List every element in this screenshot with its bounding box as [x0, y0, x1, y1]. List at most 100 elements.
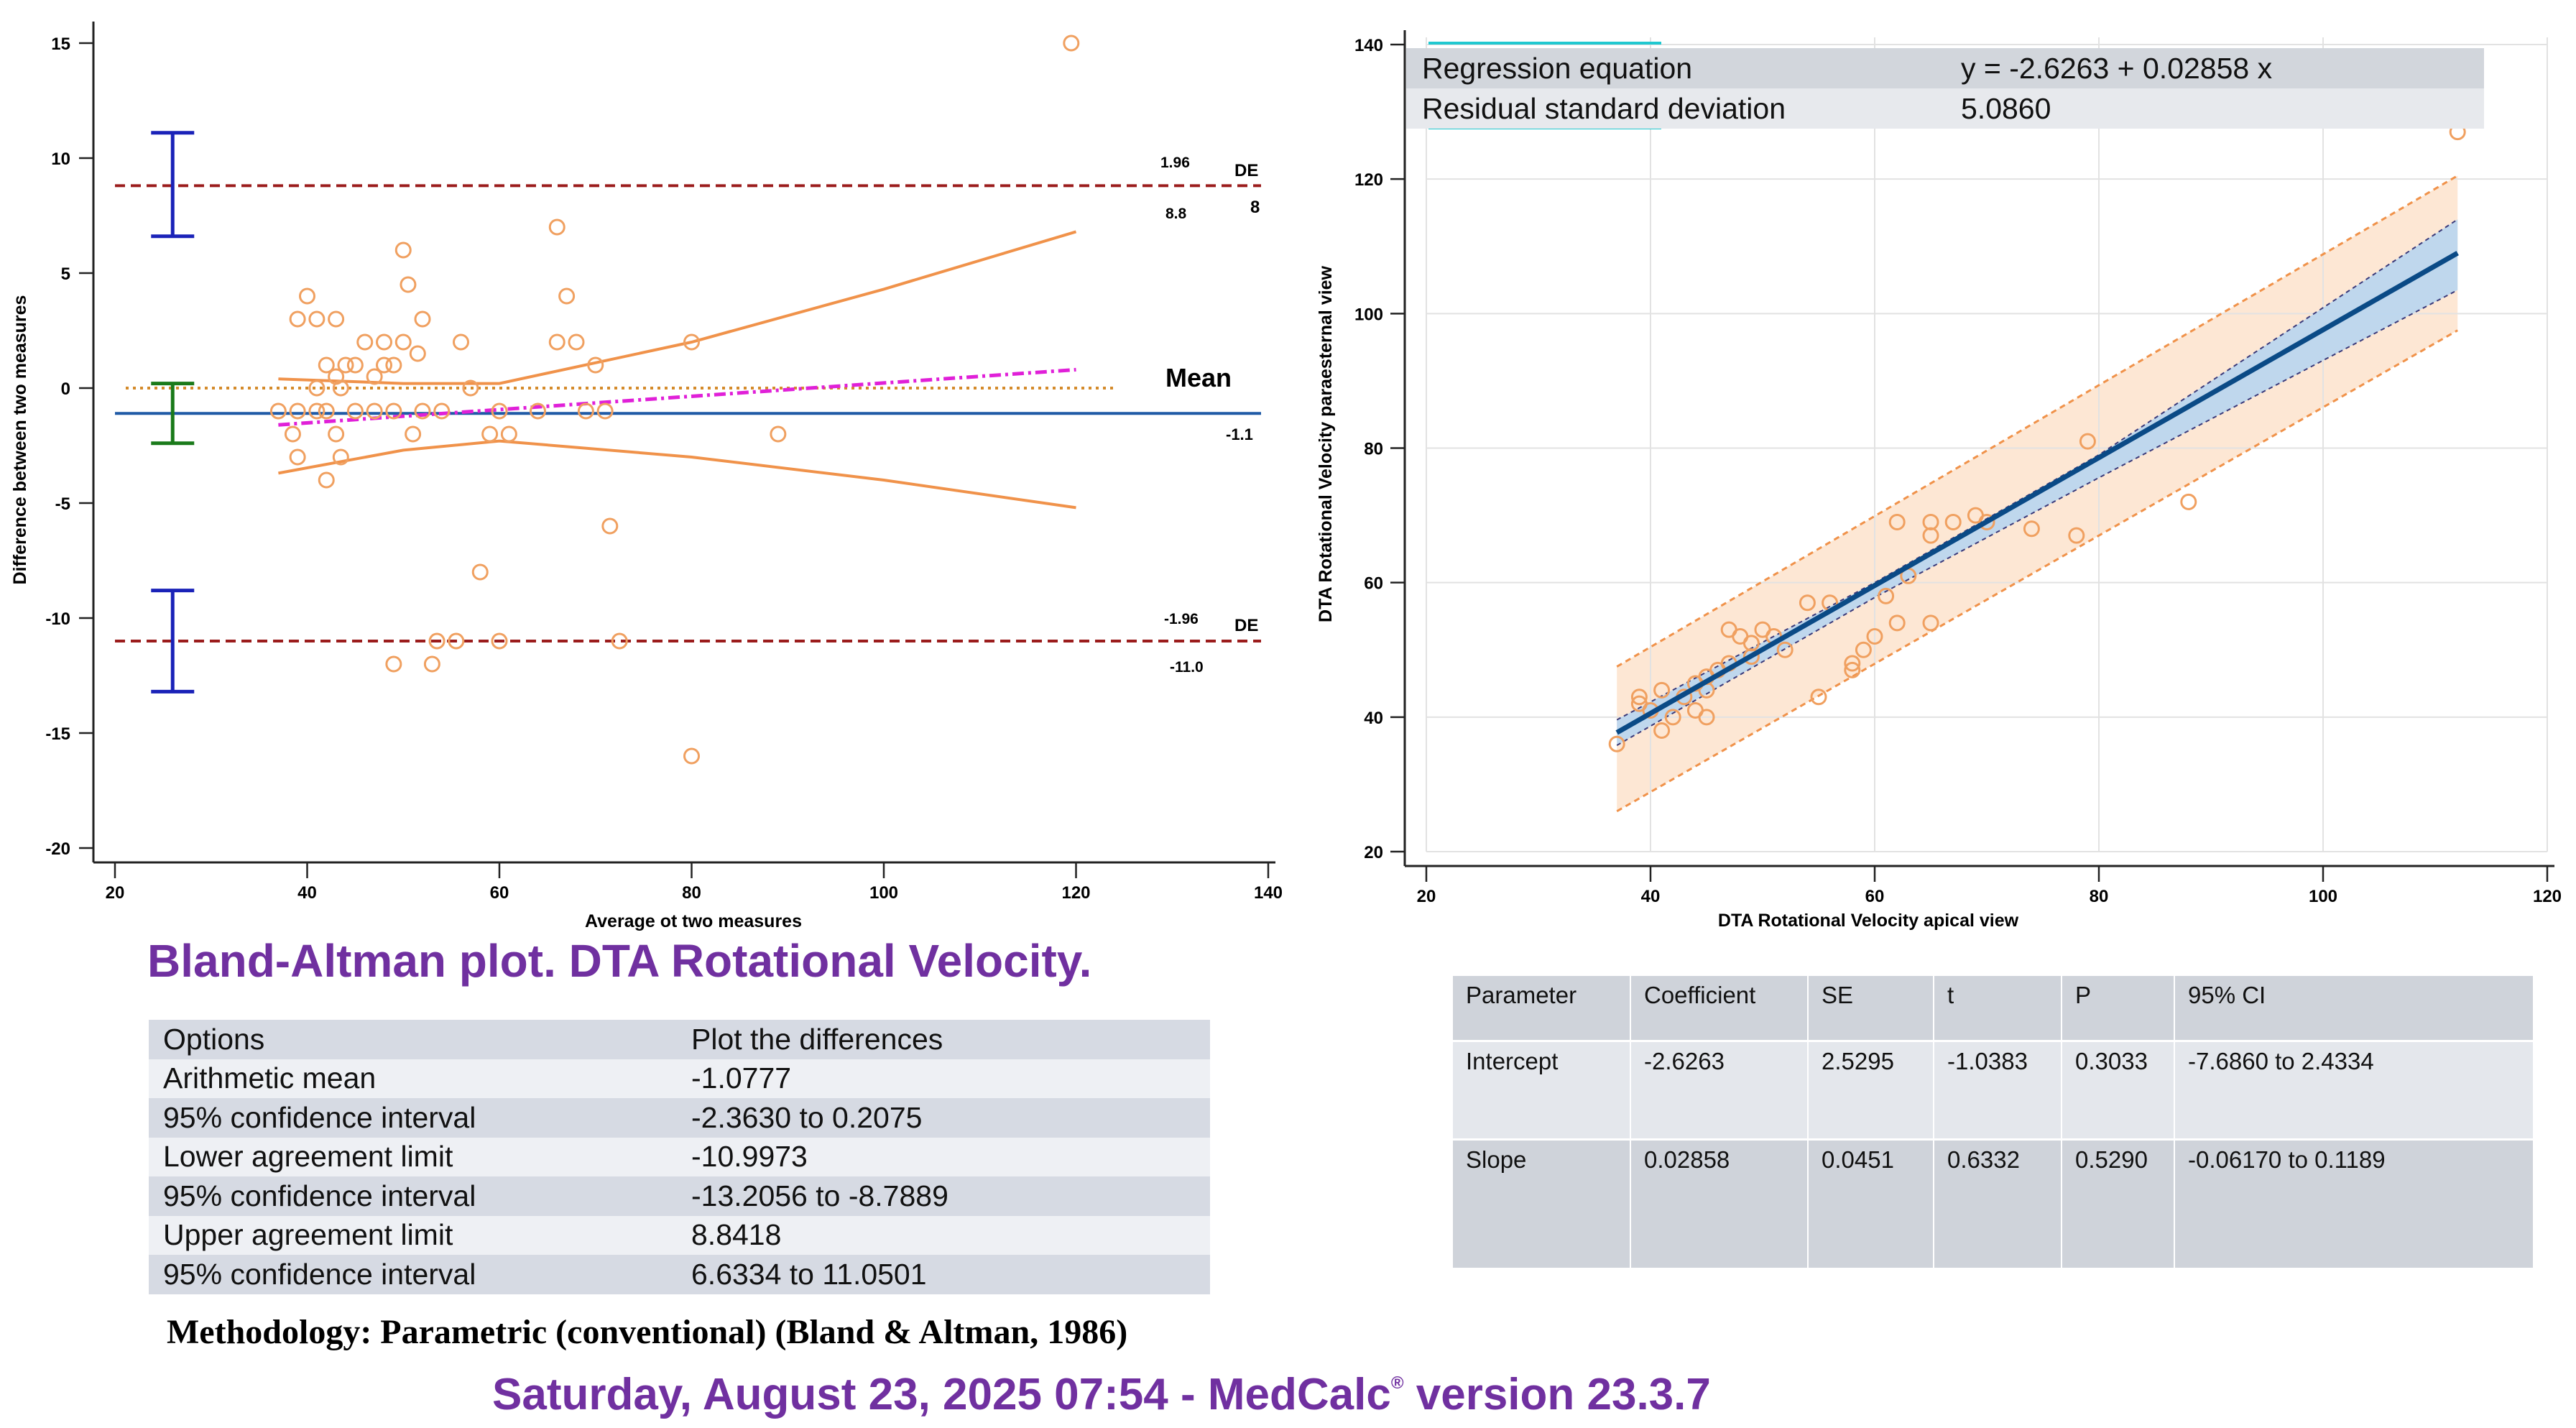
ba-data-point: [601, 517, 619, 535]
bland-altman-title: Bland-Altman plot. DTA Rotational Veloci…: [147, 935, 1092, 987]
ba-data-point: [318, 402, 335, 420]
ba-x-tick-label: 40: [297, 883, 317, 903]
ba-data-point: [376, 356, 392, 374]
ba-y-tick-label: 10: [51, 149, 70, 169]
ba-x-tick-label: 20: [106, 883, 125, 903]
footer-main: Saturday, August 23, 2025 07:54 - MedCal…: [492, 1370, 1391, 1419]
table-cell: 95% confidence interval: [149, 1098, 677, 1138]
ba-data-point: [423, 655, 440, 673]
table-header-row: Parameter Coefficient SE t P 95% CI: [1453, 976, 2534, 1042]
rg-y-tick-label: 80: [1364, 440, 1383, 459]
ba-x-axis-label: Average ot two measures: [585, 911, 802, 931]
rg-data-point: [1888, 614, 1906, 632]
rg-marks: [1608, 124, 2466, 813]
table-cell: Intercept: [1453, 1041, 1631, 1141]
ba-data-point: [548, 333, 565, 351]
table-cell: Options: [149, 1020, 677, 1059]
rg-x-tick-label: 100: [2309, 887, 2337, 906]
rg-x-tick-label: 20: [1417, 887, 1436, 906]
table-row: Upper agreement limit 8.8418: [149, 1215, 1210, 1255]
ba-x-tick-label: 100: [869, 883, 898, 903]
ba-data-point: [289, 310, 306, 328]
rg-data-point: [2079, 433, 2096, 450]
rg-y-tick-label: 140: [1354, 36, 1383, 55]
ba-x-tick-label: 140: [1254, 883, 1283, 903]
ba-y-tick-label: -10: [45, 609, 70, 629]
ba-x-tick-label: 120: [1061, 883, 1090, 903]
ba-ci-lower-curve: [278, 439, 1076, 510]
ba-data-point: [491, 402, 508, 420]
rg-data-point: [1978, 513, 1995, 530]
rg-data-point: [2023, 520, 2040, 538]
table-cell: -2.6263: [1630, 1041, 1809, 1141]
ba-y-tick-label: -15: [45, 724, 70, 744]
ba-data-point: [491, 632, 508, 650]
ba-data-point: [462, 379, 479, 397]
rg-y-tick-label: 20: [1364, 843, 1383, 862]
ba-data-point: [405, 425, 422, 443]
ba-data-point: [568, 333, 585, 351]
rg-prediction-lower: [1616, 329, 2458, 813]
rg-x-tick-label: 40: [1641, 887, 1661, 906]
ba-data-point: [308, 310, 326, 328]
table-cell: -1.0383: [1934, 1041, 2062, 1141]
rg-data-point: [1810, 688, 1827, 706]
ba-x-tick-label: 80: [682, 883, 701, 903]
rg-data-point: [1664, 709, 1681, 726]
rg-x-tick-label: 120: [2533, 887, 2562, 906]
rg-data-point: [1878, 587, 1895, 604]
ba-data-point: [332, 448, 349, 466]
ba-data-point: [385, 655, 402, 673]
rg-y-tick-label: 100: [1354, 305, 1383, 324]
ba-upper-limit-extra-label: 8: [1250, 198, 1260, 217]
ba-data-point: [448, 632, 465, 650]
ba-data-point: [414, 402, 431, 420]
ba-ci-upper-curve: [278, 230, 1077, 385]
residual-sd-value: 5.0860: [1945, 88, 2484, 129]
rg-y-tick-label: 40: [1364, 709, 1383, 728]
ba-x-tick-label: 60: [490, 883, 509, 903]
ba-data-point: [332, 379, 349, 397]
table-row: Residual standard deviation 5.0860: [1406, 88, 2484, 129]
ba-data-point: [1063, 34, 1080, 52]
table-cell: -1.0777: [677, 1059, 1210, 1098]
ba-data-point: [558, 287, 576, 305]
ba-data-point: [346, 402, 364, 420]
ba-data-point: [318, 356, 335, 374]
ba-data-point: [318, 471, 335, 489]
ba-data-point: [269, 402, 287, 420]
registered-mark: ®: [1390, 1373, 1404, 1393]
ba-data-point: [289, 448, 306, 466]
ba-data-point: [337, 356, 354, 374]
table-cell: 0.5290: [2062, 1139, 2175, 1270]
ba-regression-line: [278, 367, 1076, 427]
ba-y-tick-label: -5: [55, 494, 70, 514]
rg-y-axis-label: DTA Rotational Velocity paraesternal vie…: [1316, 265, 1336, 622]
ba-y-tick-label: 5: [61, 264, 70, 284]
regression-chart: 140 120 100 80 60 40 20 20 40 60 80 100 120 DTA Rota…: [1316, 30, 2562, 931]
ba-data-point: [409, 345, 426, 362]
table-cell: 0.0451: [1808, 1139, 1934, 1270]
table-header-cell: Coefficient: [1630, 976, 1809, 1042]
rg-prediction-upper: [1616, 175, 2458, 668]
table-cell: 0.6332: [1934, 1139, 2062, 1270]
ba-data-point: [400, 276, 417, 293]
ba-data-point: [308, 379, 326, 397]
ba-y-tick-label: -20: [45, 839, 70, 859]
ba-data-point: [385, 402, 402, 420]
table-cell: 6.6334 to 11.0501: [677, 1255, 1210, 1294]
table-row: Regression equation y = -2.6263 + 0.0285…: [1406, 48, 2484, 88]
ba-data-point: [328, 310, 345, 328]
regression-coefficients-table: Parameter Coefficient SE t P 95% CI Inte…: [1453, 976, 2534, 1270]
table-cell: Upper agreement limit: [149, 1215, 677, 1255]
ba-y-tick-label: 15: [51, 34, 70, 54]
table-cell: -0.06170 to 0.1189: [2174, 1139, 2534, 1270]
rg-data-point: [1866, 628, 1883, 645]
table-header-cell: SE: [1808, 976, 1934, 1042]
rg-confidence-lower: [1616, 289, 2458, 746]
table-cell: 2.5295: [1808, 1041, 1934, 1141]
rg-fit-line: [1615, 251, 2459, 735]
table-cell: -10.9973: [677, 1137, 1210, 1176]
footer-version: version 23.3.7: [1403, 1370, 1711, 1419]
table-header-cell: P: [2062, 976, 2175, 1042]
